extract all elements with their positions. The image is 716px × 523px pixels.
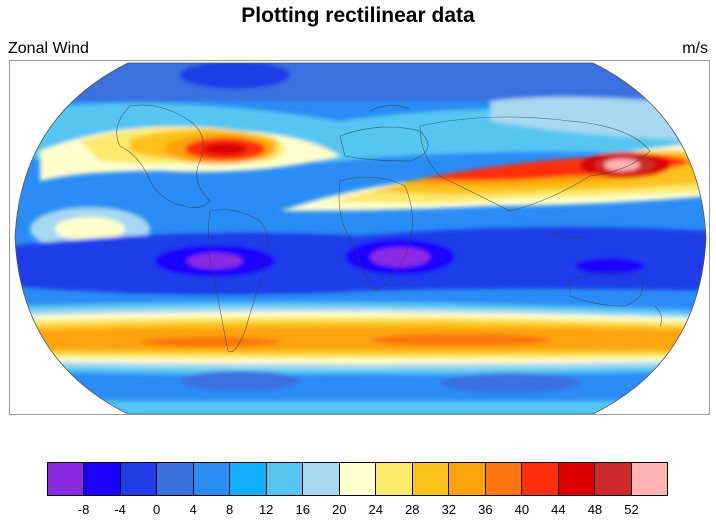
colorbar-labels: -8 -4 0 4 8 12 16 20 24 28 32 36 40 44 48 52 — [47, 502, 668, 520]
colorbar-tick-label: 24 — [368, 502, 383, 517]
colorbar-tick-label: 36 — [478, 502, 493, 517]
variable-label: Zonal Wind — [8, 40, 89, 57]
colorbar — [47, 462, 668, 496]
colorbar-box — [48, 463, 85, 495]
colorbar-box — [376, 463, 413, 495]
colorbar-box — [595, 463, 632, 495]
colorbar-tick-label: 40 — [514, 502, 530, 517]
colorbar-tick-label: 32 — [441, 502, 457, 517]
colorbar-box — [157, 463, 194, 495]
colorbar-box — [412, 463, 450, 495]
colorbar-box — [120, 463, 158, 495]
colorbar-tick-label: -8 — [77, 502, 90, 517]
colorbar-tick-label: 0 — [152, 502, 161, 517]
colorbar-box — [303, 463, 340, 495]
colorbar-tick-label: 16 — [295, 502, 310, 517]
colorbar-tick-label: 4 — [189, 502, 197, 517]
colorbar-box — [631, 463, 667, 495]
plot-title: Plotting rectilinear data — [241, 4, 475, 27]
colorbar-box — [84, 463, 121, 495]
colorbar-tick-label: 52 — [624, 502, 639, 517]
colorbar-box — [485, 463, 523, 495]
map-frame — [9, 60, 710, 415]
colorbar-tick-label: -4 — [114, 502, 126, 517]
colorbar-tick-label: 20 — [332, 502, 347, 517]
colorbar-box — [193, 463, 231, 495]
colorbar-box — [266, 463, 304, 495]
colorbar-tick-label: 12 — [258, 502, 274, 517]
colorbar-box — [522, 463, 559, 495]
colorbar-box — [558, 463, 596, 495]
colorbar-box — [230, 463, 267, 495]
colorbar-tick-label: 44 — [551, 502, 566, 517]
colorbar-tick-label: 8 — [226, 502, 234, 517]
zonal-wind-map — [14, 62, 707, 414]
colorbar-box — [339, 463, 377, 495]
coastlines — [116, 104, 662, 353]
colorbar-box — [449, 463, 486, 495]
globe-outline — [14, 62, 707, 414]
units-label: m/s — [682, 40, 708, 57]
colorbar-tick-label: 28 — [405, 502, 420, 517]
contour-field — [15, 63, 706, 414]
colorbar-tick-label: 48 — [587, 502, 603, 517]
